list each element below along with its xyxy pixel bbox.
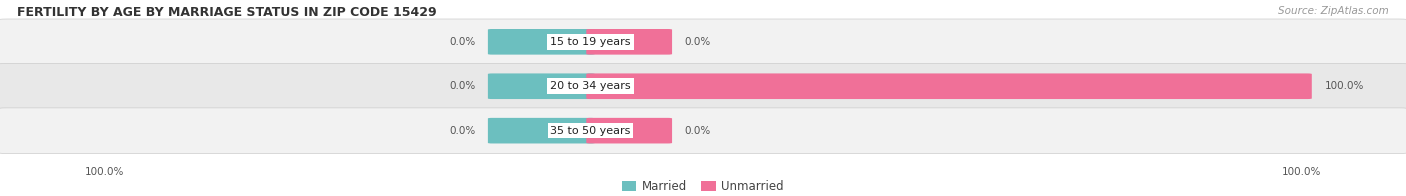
Text: 0.0%: 0.0% bbox=[449, 81, 475, 91]
FancyBboxPatch shape bbox=[488, 74, 595, 99]
Text: 100.0%: 100.0% bbox=[1282, 167, 1322, 177]
Text: 35 to 50 years: 35 to 50 years bbox=[550, 126, 631, 136]
FancyBboxPatch shape bbox=[488, 118, 595, 143]
Text: 100.0%: 100.0% bbox=[1324, 81, 1364, 91]
FancyBboxPatch shape bbox=[586, 74, 1312, 99]
FancyBboxPatch shape bbox=[0, 64, 1406, 109]
Text: 0.0%: 0.0% bbox=[449, 37, 475, 47]
Legend: Married, Unmarried: Married, Unmarried bbox=[617, 175, 789, 196]
FancyBboxPatch shape bbox=[586, 118, 672, 143]
Text: 15 to 19 years: 15 to 19 years bbox=[550, 37, 631, 47]
FancyBboxPatch shape bbox=[0, 108, 1406, 153]
Text: FERTILITY BY AGE BY MARRIAGE STATUS IN ZIP CODE 15429: FERTILITY BY AGE BY MARRIAGE STATUS IN Z… bbox=[17, 6, 436, 19]
Text: Source: ZipAtlas.com: Source: ZipAtlas.com bbox=[1278, 6, 1389, 16]
Text: 0.0%: 0.0% bbox=[685, 126, 711, 136]
FancyBboxPatch shape bbox=[0, 19, 1406, 65]
FancyBboxPatch shape bbox=[586, 29, 672, 55]
Text: 0.0%: 0.0% bbox=[449, 126, 475, 136]
Text: 0.0%: 0.0% bbox=[685, 37, 711, 47]
FancyBboxPatch shape bbox=[488, 29, 595, 55]
Text: 20 to 34 years: 20 to 34 years bbox=[550, 81, 631, 91]
Text: 100.0%: 100.0% bbox=[84, 167, 124, 177]
